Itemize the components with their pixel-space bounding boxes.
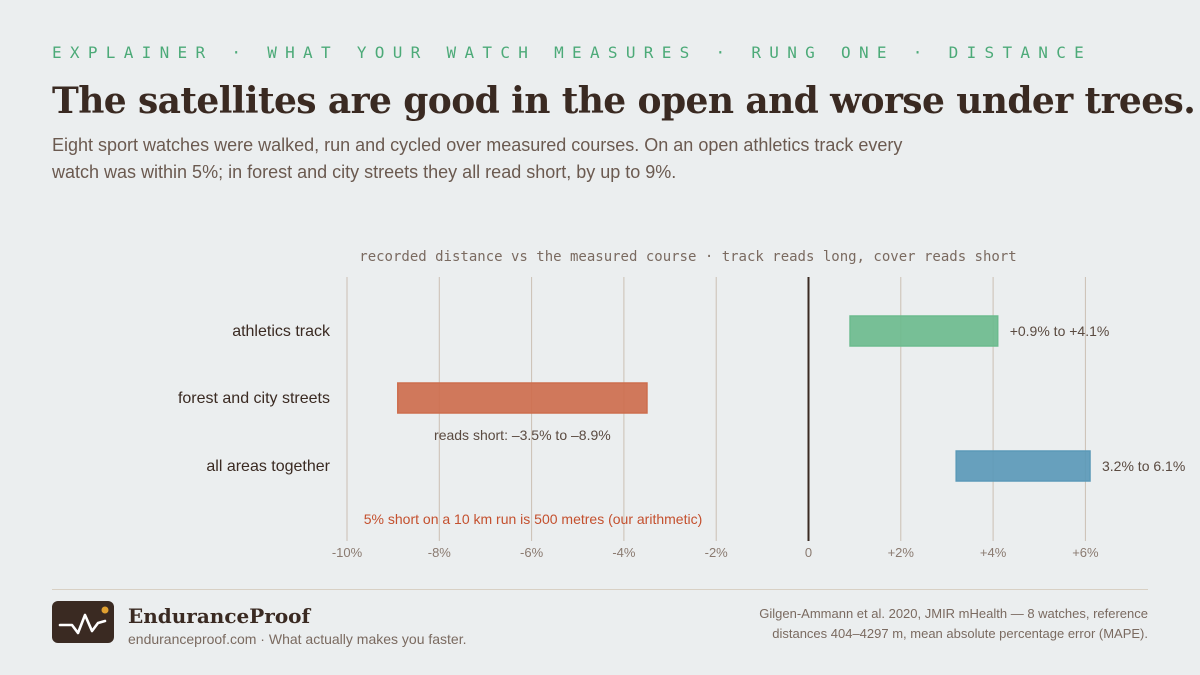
heartbeat-pulse-icon xyxy=(58,606,109,635)
x-tick-label: +4% xyxy=(980,545,1007,560)
source-note: Gilgen-Ammann et al. 2020, JMIR mHealth … xyxy=(759,606,1148,641)
page-title: The satellites are good in the open and … xyxy=(52,80,1196,122)
category-label: forest and city streets xyxy=(178,390,330,407)
range-bar xyxy=(849,315,999,347)
brand-name: EnduranceProof xyxy=(128,604,311,628)
range-label: +0.9% to +4.1% xyxy=(1010,323,1110,339)
kicker: EXPLAINER · WHAT YOUR WATCH MEASURES · R… xyxy=(52,43,1093,62)
chart-subtitle: recorded distance vs the measured course… xyxy=(359,249,1016,265)
range-label: 3.2% to 6.1% xyxy=(1102,458,1185,474)
brand-tagline[interactable]: enduranceproof.com · What actually makes… xyxy=(128,631,467,647)
range-label: reads short: –3.5% to –8.9% xyxy=(434,427,611,443)
x-tick-label: +6% xyxy=(1072,545,1099,560)
brand-logo xyxy=(52,601,114,643)
distance-error-chart: recorded distance vs the measured course… xyxy=(178,249,1185,560)
range-bar xyxy=(397,382,648,414)
x-tick-label: -6% xyxy=(520,545,544,560)
x-tick-label: 0 xyxy=(805,545,812,560)
x-tick-label: -4% xyxy=(612,545,636,560)
logo-accent-dot xyxy=(101,606,109,614)
range-bar xyxy=(955,450,1091,482)
x-tick-label: -2% xyxy=(705,545,729,560)
x-tick-label: -10% xyxy=(332,545,363,560)
category-label: all areas together xyxy=(206,458,330,475)
chart-annotation: 5% short on a 10 km run is 500 metres (o… xyxy=(364,511,702,527)
x-tick-label: +2% xyxy=(888,545,915,560)
page-subtitle: Eight sport watches were walked, run and… xyxy=(52,135,903,182)
x-tick-label: -8% xyxy=(428,545,452,560)
footer-divider xyxy=(52,589,1148,590)
category-label: athletics track xyxy=(232,323,331,340)
